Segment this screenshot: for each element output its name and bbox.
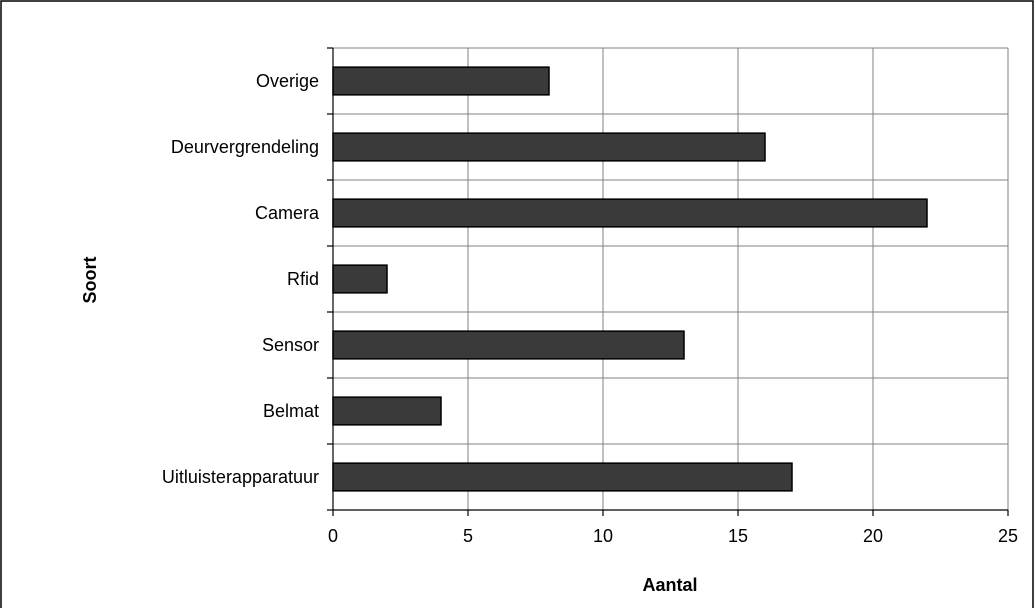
y-tick-label: Uitluisterapparatuur: [162, 467, 319, 487]
y-tick-label: Belmat: [263, 401, 319, 421]
tick-labels: 0 5 10 15 20 25 Overige Deurvergrendeling Camera…: [162, 71, 1018, 546]
bar-rfid: [332, 264, 388, 294]
bars: [332, 66, 928, 492]
y-axis-title: Soort: [80, 256, 100, 303]
axes: [327, 47, 1009, 516]
grid: [333, 47, 1009, 510]
x-tick-label: 5: [463, 526, 473, 546]
x-axis-title: Aantal: [642, 575, 697, 595]
bar-uitluisterapparatuur: [332, 462, 793, 492]
y-tick-label: Sensor: [262, 335, 319, 355]
bar-overige: [332, 66, 550, 96]
y-tick-label: Camera: [255, 203, 320, 223]
y-tick-label: Rfid: [287, 269, 319, 289]
x-tick-label: 20: [863, 526, 883, 546]
x-tick-label: 10: [593, 526, 613, 546]
y-tick-label: Deurvergrendeling: [171, 137, 319, 157]
bar-deurvergrendeling: [332, 132, 766, 162]
bar-belmat: [332, 396, 442, 426]
bar-camera: [332, 198, 928, 228]
x-tick-label: 15: [728, 526, 748, 546]
x-tick-label: 0: [328, 526, 338, 546]
x-tick-label: 25: [998, 526, 1018, 546]
bar-sensor: [332, 330, 685, 360]
y-tick-label: Overige: [256, 71, 319, 91]
